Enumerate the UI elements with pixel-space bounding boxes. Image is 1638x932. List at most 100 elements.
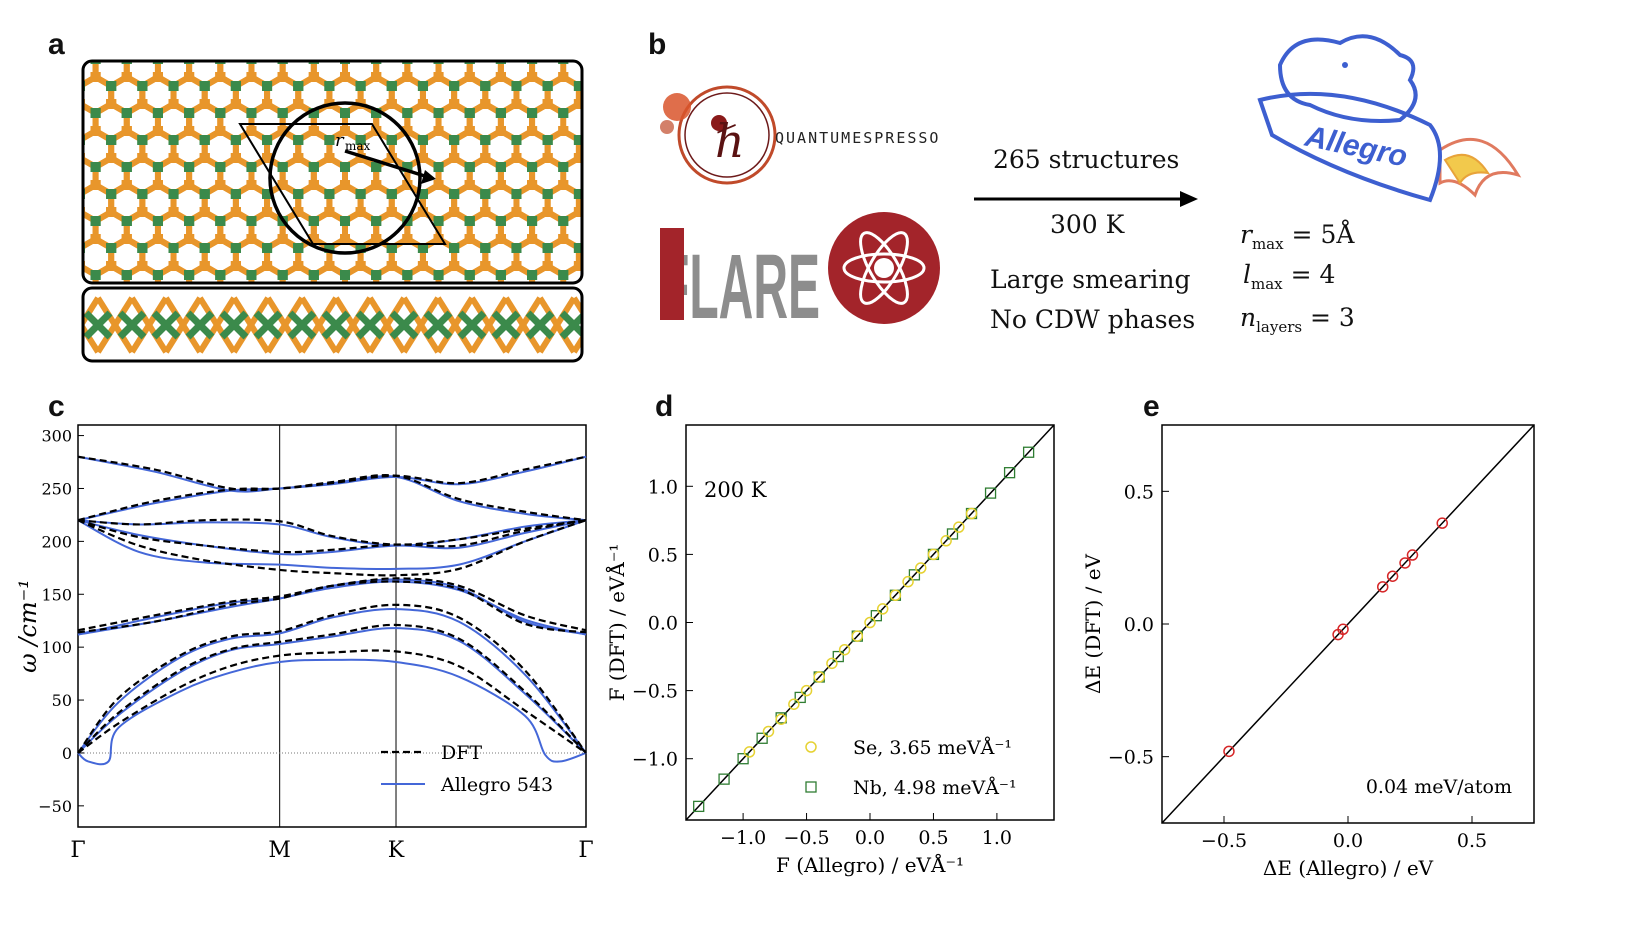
atom	[293, 207, 304, 217]
y-tick-label: 50	[52, 691, 72, 710]
atom	[308, 234, 319, 244]
side-bond	[520, 296, 543, 327]
y-tick-label: 200	[41, 532, 72, 551]
atom	[277, 126, 288, 136]
bond	[111, 58, 127, 59]
atom	[293, 243, 304, 253]
atom	[246, 72, 257, 82]
atom	[433, 234, 444, 244]
atom	[371, 72, 382, 82]
atom	[464, 108, 475, 118]
atom	[90, 180, 101, 190]
bond	[454, 58, 470, 59]
dft-band	[77, 519, 587, 554]
svg-text:ℏ: ℏ	[715, 114, 745, 168]
side-bond	[457, 310, 487, 340]
side-bond	[282, 296, 305, 327]
atom	[293, 189, 304, 199]
atom	[277, 234, 288, 244]
bond	[96, 58, 112, 59]
atom	[246, 108, 257, 118]
side-bond	[367, 296, 390, 327]
atom	[121, 62, 132, 64]
bond	[392, 58, 408, 59]
bond	[454, 58, 470, 59]
atom	[433, 108, 444, 118]
atom	[558, 108, 569, 118]
atom	[324, 153, 335, 163]
side-bond	[423, 310, 453, 340]
atom	[137, 243, 148, 253]
atom	[246, 162, 257, 172]
atom	[417, 207, 428, 217]
bond	[314, 58, 330, 59]
side-bond	[333, 323, 356, 354]
side-bond	[486, 296, 509, 327]
atom	[293, 153, 304, 163]
atom	[121, 72, 132, 82]
side-bond	[389, 310, 419, 340]
panel-label-e: e	[1143, 390, 1160, 423]
atom	[371, 216, 382, 226]
x-tick-label: −1.0	[720, 827, 766, 849]
atom	[246, 234, 257, 244]
atom	[433, 216, 444, 226]
bond	[407, 58, 423, 59]
atom	[90, 126, 101, 136]
atom	[449, 243, 460, 253]
atom	[480, 243, 491, 253]
atom	[277, 72, 288, 82]
atom	[184, 62, 195, 64]
bond	[516, 293, 532, 302]
atom	[199, 243, 210, 253]
bond	[485, 293, 501, 302]
bond	[174, 58, 190, 59]
side-bond	[265, 296, 288, 327]
energy-point	[1399, 557, 1411, 569]
atom	[495, 180, 506, 190]
nb-point	[1022, 446, 1035, 458]
dft-band	[77, 519, 587, 577]
side-bond	[401, 296, 424, 327]
se-point	[813, 671, 825, 683]
atom	[106, 297, 116, 307]
side-bond	[180, 323, 203, 354]
legend-se-marker	[805, 741, 817, 753]
energy-point	[1223, 745, 1235, 758]
note-cdw: No CDW phases	[990, 305, 1196, 334]
side-bond	[117, 310, 147, 340]
atom	[480, 81, 491, 91]
side-bond	[84, 323, 101, 354]
atom	[527, 234, 538, 244]
legend-allegro-label: Allegro 543	[440, 774, 553, 796]
atom	[355, 261, 366, 271]
side-bond	[151, 310, 181, 340]
atom	[230, 189, 241, 199]
atom	[340, 162, 351, 172]
atom	[308, 270, 319, 280]
y-tick-label: 100	[41, 638, 72, 657]
side-bond	[520, 323, 543, 354]
bond	[407, 293, 423, 302]
bond	[283, 293, 299, 302]
bond	[205, 58, 221, 59]
bond	[423, 58, 439, 59]
panel-label-d: d	[655, 390, 674, 423]
bond	[376, 58, 392, 59]
atom	[152, 108, 163, 118]
atom	[137, 153, 148, 163]
atom	[90, 62, 101, 64]
atom	[542, 261, 553, 271]
atom	[402, 270, 413, 280]
atom	[495, 234, 506, 244]
atom	[152, 270, 163, 280]
atom	[511, 207, 522, 217]
panel-label-b: b	[648, 28, 667, 61]
side-bond	[287, 310, 317, 340]
atom	[137, 207, 148, 217]
param-rmax: rmax = 5Å	[1240, 220, 1355, 253]
atom	[262, 207, 273, 217]
atom	[449, 189, 460, 199]
workflow-arrow	[974, 191, 1198, 207]
y-tick-label: 250	[41, 479, 72, 498]
